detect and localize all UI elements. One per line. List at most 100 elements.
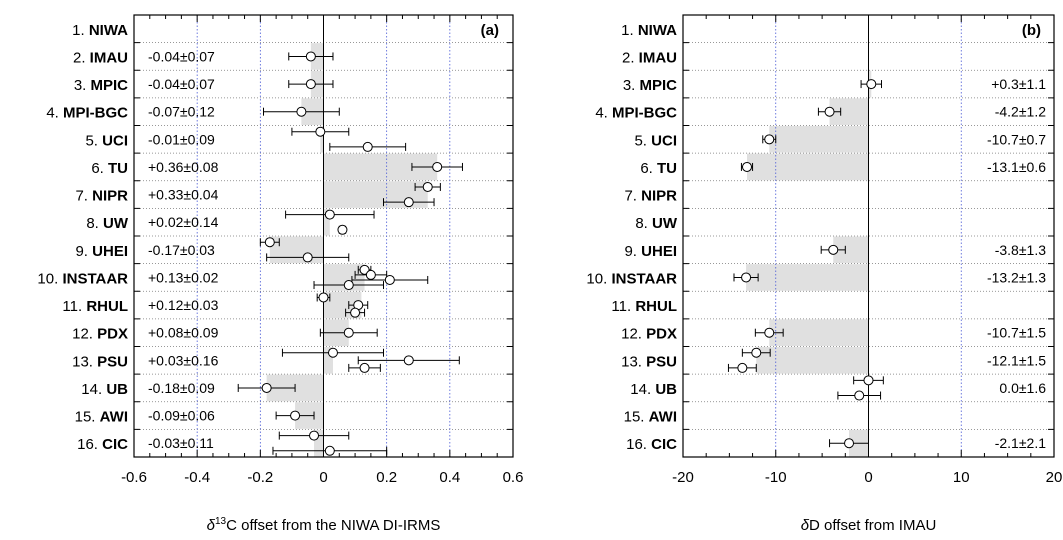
lab-label: 16. CIC <box>626 436 677 453</box>
lab-label: 12. PDX <box>621 326 677 343</box>
x-tick-label: -20 <box>672 469 694 486</box>
lab-label: 13. PSU <box>621 353 677 370</box>
data-point <box>324 209 335 220</box>
lab-label: 3. MPIC <box>623 77 677 94</box>
value-label: +0.36±0.08 <box>148 159 219 175</box>
lab-label: 2. IMAU <box>73 49 128 66</box>
lab-label: 11. RHUL <box>62 298 128 315</box>
data-point <box>296 106 307 117</box>
value-label: -0.04±0.07 <box>148 76 215 92</box>
lab-label: 7. NIPR <box>624 188 677 205</box>
data-point <box>261 382 272 393</box>
data-point <box>359 362 370 373</box>
data-point <box>844 438 855 449</box>
value-label: -2.1±2.1 <box>995 435 1046 451</box>
offset-bar <box>769 319 869 346</box>
lab-label: 6. TU <box>640 160 677 177</box>
data-point <box>305 79 316 90</box>
lab-label: 4. MPI-BGC <box>595 105 677 122</box>
x-tick-label: 0.4 <box>439 469 460 486</box>
value-label: -10.7±0.7 <box>987 131 1046 147</box>
data-point <box>324 445 335 456</box>
offset-bar <box>320 126 324 153</box>
data-point <box>318 292 329 303</box>
value-label: +0.08±0.09 <box>148 325 219 341</box>
x-tick-label: -10 <box>765 469 787 486</box>
data-point <box>305 51 316 62</box>
value-label: -0.01±0.09 <box>148 131 215 147</box>
offset-bar <box>756 347 869 374</box>
data-point <box>384 274 395 285</box>
x-tick-label: 20 <box>1046 469 1063 486</box>
data-point <box>854 390 865 401</box>
x-tick-label: 0 <box>864 469 872 486</box>
x-tick-label: 0.6 <box>503 469 524 486</box>
lab-label: 13. PSU <box>72 353 128 370</box>
panel-b: +0.3±1.1 -4.2±1.2 -10.7±0.7 -13.1±0.6 -3.8±1… <box>586 14 1063 534</box>
offset-bar <box>269 236 324 264</box>
lab-label: 15. AWI <box>75 409 128 426</box>
data-point <box>403 197 414 208</box>
value-label: -4.2±1.2 <box>995 104 1046 120</box>
lab-label: 4. MPI-BGC <box>46 105 128 122</box>
x-tick-label: -0.4 <box>184 469 210 486</box>
data-point <box>828 244 839 255</box>
value-label: -0.03±0.11 <box>148 435 214 451</box>
value-label: -13.1±0.6 <box>987 159 1046 175</box>
lab-label: 5. UCI <box>85 132 128 149</box>
x-tick-label: 0 <box>319 469 327 486</box>
x-tick-label: -0.2 <box>247 469 273 486</box>
lab-label: 10. INSTAAR <box>586 270 677 287</box>
lab-label: 14. UB <box>630 381 677 398</box>
data-point <box>327 347 338 358</box>
data-point <box>315 126 326 137</box>
lab-label: 1. NIWA <box>72 22 128 39</box>
x-axis-title: δ13C offset from the NIWA DI-IRMS <box>207 516 441 534</box>
lab-label: 7. NIPR <box>75 188 128 205</box>
data-point <box>824 106 835 117</box>
lab-label: 5. UCI <box>634 132 677 149</box>
data-point <box>764 327 775 338</box>
lab-label: 1. NIWA <box>621 22 677 39</box>
panel-a: -0.04±0.07 -0.04±0.07 -0.07±0.12 -0.01±0.09… <box>37 14 524 534</box>
panel-label: (a) <box>481 22 499 39</box>
data-point <box>432 161 443 172</box>
data-point <box>365 269 376 280</box>
data-point <box>737 362 748 373</box>
data-point <box>362 141 373 152</box>
data-point <box>866 79 877 90</box>
lab-label: 11. RHUL <box>611 298 677 315</box>
offset-bar <box>314 429 324 457</box>
lab-label: 3. MPIC <box>74 77 128 94</box>
lab-label: 2. IMAU <box>622 49 677 66</box>
data-point <box>264 237 275 248</box>
data-point <box>863 375 874 386</box>
value-label: +0.02±0.14 <box>148 214 219 230</box>
value-label: +0.13±0.02 <box>148 269 219 285</box>
offset-bar <box>746 264 869 291</box>
value-label: 0.0±1.6 <box>999 380 1046 396</box>
x-axis-title: δD offset from IMAU <box>801 517 937 534</box>
data-point <box>751 347 762 358</box>
value-label: -0.17±0.03 <box>148 242 215 258</box>
value-label: +0.12±0.03 <box>148 297 219 313</box>
value-label: -0.18±0.09 <box>148 380 215 396</box>
data-point <box>741 272 752 283</box>
value-label: +0.3±1.1 <box>991 76 1046 92</box>
lab-label: 9. UHEI <box>75 243 128 260</box>
data-point <box>337 224 348 235</box>
data-point <box>290 410 301 421</box>
data-point <box>343 280 354 291</box>
value-label: -13.2±1.3 <box>987 269 1046 285</box>
value-label: -0.04±0.07 <box>148 48 215 64</box>
x-tick-label: 10 <box>953 469 970 486</box>
panel-label: (b) <box>1022 22 1041 39</box>
value-label: +0.33±0.04 <box>148 187 219 203</box>
value-label: +0.03±0.16 <box>148 352 219 368</box>
lab-label: 12. PDX <box>72 326 128 343</box>
data-point <box>309 430 320 441</box>
data-point <box>741 161 752 172</box>
value-label: -3.8±1.3 <box>995 242 1046 258</box>
offset-bar <box>769 126 869 153</box>
